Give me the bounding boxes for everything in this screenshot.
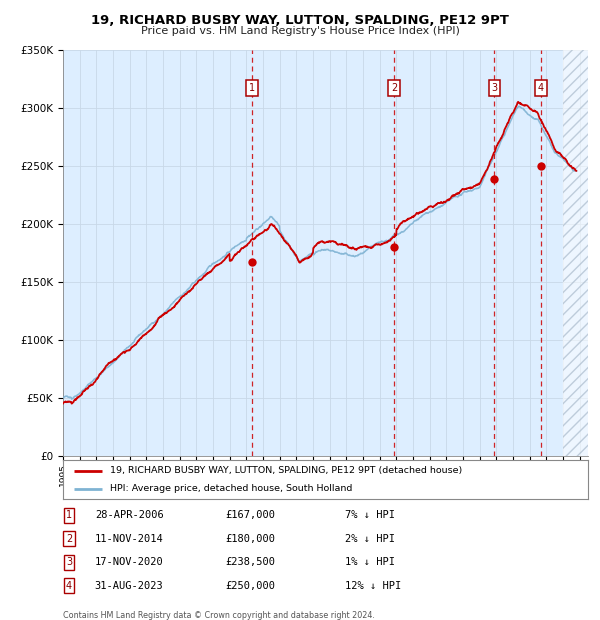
- Text: 12% ↓ HPI: 12% ↓ HPI: [345, 581, 401, 591]
- Text: HPI: Average price, detached house, South Holland: HPI: Average price, detached house, Sout…: [110, 484, 353, 493]
- Text: 28-APR-2006: 28-APR-2006: [95, 510, 164, 520]
- Text: 19, RICHARD BUSBY WAY, LUTTON, SPALDING, PE12 9PT: 19, RICHARD BUSBY WAY, LUTTON, SPALDING,…: [91, 14, 509, 27]
- Text: Contains HM Land Registry data © Crown copyright and database right 2024.
This d: Contains HM Land Registry data © Crown c…: [63, 611, 375, 620]
- Text: 1: 1: [249, 83, 255, 93]
- Text: 3: 3: [491, 83, 497, 93]
- Bar: [563, 50, 588, 456]
- Text: 17-NOV-2020: 17-NOV-2020: [95, 557, 164, 567]
- Text: 1: 1: [66, 510, 72, 520]
- Text: 2% ↓ HPI: 2% ↓ HPI: [345, 534, 395, 544]
- Text: Price paid vs. HM Land Registry's House Price Index (HPI): Price paid vs. HM Land Registry's House …: [140, 26, 460, 36]
- Text: 2: 2: [391, 83, 397, 93]
- Text: 4: 4: [538, 83, 544, 93]
- Text: £167,000: £167,000: [225, 510, 275, 520]
- Text: 19, RICHARD BUSBY WAY, LUTTON, SPALDING, PE12 9PT (detached house): 19, RICHARD BUSBY WAY, LUTTON, SPALDING,…: [110, 466, 463, 475]
- Text: 1% ↓ HPI: 1% ↓ HPI: [345, 557, 395, 567]
- Bar: [563, 50, 588, 456]
- Text: £250,000: £250,000: [225, 581, 275, 591]
- Text: 3: 3: [66, 557, 72, 567]
- Text: £238,500: £238,500: [225, 557, 275, 567]
- Text: 2: 2: [66, 534, 72, 544]
- Text: £180,000: £180,000: [225, 534, 275, 544]
- Text: 11-NOV-2014: 11-NOV-2014: [95, 534, 164, 544]
- Text: 7% ↓ HPI: 7% ↓ HPI: [345, 510, 395, 520]
- Text: 31-AUG-2023: 31-AUG-2023: [95, 581, 164, 591]
- Text: 4: 4: [66, 581, 72, 591]
